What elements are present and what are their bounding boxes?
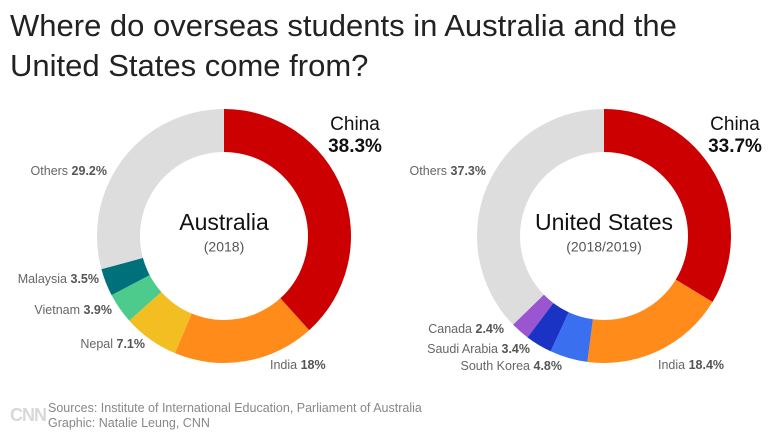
category-label: Others [31,164,69,178]
credit: Graphic: Natalie Leung, CNN [48,416,210,430]
donut-slice [587,279,713,363]
donut-slice [527,303,569,352]
title-line: Where do overseas students in Australia … [10,8,677,43]
value-label: 3.4% [502,342,531,356]
chart-subtitle: (2018) [204,239,244,255]
slice-label: India 18% [270,358,326,372]
donut-slice [513,294,554,338]
slice-label: India 18.4% [658,358,724,372]
value-label: 33.7% [708,136,762,157]
category-label: Nepal [80,337,113,351]
category-label: India [658,358,685,372]
chart-title: Australia [179,209,269,235]
value-label: 3.5% [71,272,100,286]
value-label: 18% [301,358,326,372]
logo: CNN [10,405,46,425]
donut-slice [477,109,604,325]
slice-label: Malaysia 3.5% [18,272,99,286]
value-label: 3.9% [84,303,113,317]
slice-label: Canada 2.4% [428,322,504,336]
donut-slice [604,109,732,303]
slice-label: China [710,114,760,135]
slice-label: Vietnam 3.9% [34,303,112,317]
category-label: Malaysia [18,272,67,286]
sources: Sources: Institute of International Educ… [48,401,422,415]
value-label: 37.3% [451,164,486,178]
donut-slice [175,298,310,363]
value-label: 7.1% [117,337,146,351]
slice-label: South Korea 4.8% [461,359,562,373]
slice-label: Saudi Arabia 3.4% [427,342,530,356]
donut-slice [129,291,192,354]
donut-slice [111,275,162,321]
chart-subtitle: (2018/2019) [566,239,642,255]
donut-slice [101,257,150,296]
value-label: 38.3% [328,136,382,157]
donut-slice [224,109,351,331]
category-label: Others [410,164,448,178]
slice-label: Others 29.2% [31,164,107,178]
value-label: 29.2% [72,164,107,178]
category-label: Saudi Arabia [427,342,498,356]
value-label: 4.8% [534,359,563,373]
category-label: Vietnam [34,303,80,317]
title-line: United States come from? [10,48,368,83]
slice-label: Nepal 7.1% [80,337,145,351]
slice-label: Others 37.3% [410,164,486,178]
category-label: India [270,358,297,372]
donut-slice [550,312,593,362]
value-label: 18.4% [689,358,724,372]
value-label: 2.4% [476,322,505,336]
chart-title: United States [535,209,673,235]
category-label: Canada [428,322,472,336]
slice-label: China [330,114,380,135]
category-label: South Korea [461,359,531,373]
donut-slice [96,109,224,270]
